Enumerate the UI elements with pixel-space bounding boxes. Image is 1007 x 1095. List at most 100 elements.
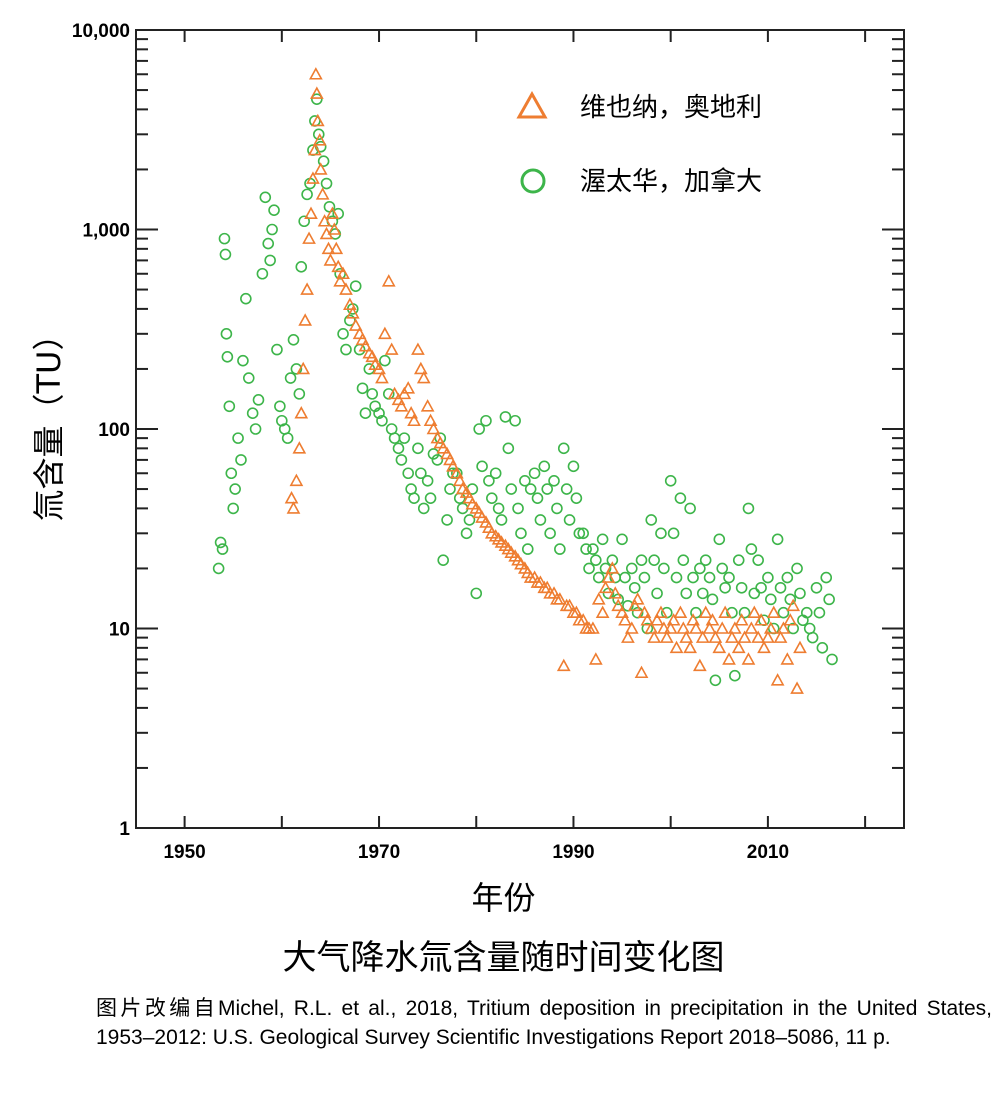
ottawa-point xyxy=(820,571,833,584)
vienna-point xyxy=(569,605,584,619)
ottawa-point xyxy=(225,467,238,480)
vienna-point xyxy=(686,613,700,626)
ottawa-point xyxy=(554,543,566,555)
ottawa-point xyxy=(684,502,696,515)
ottawa-point xyxy=(791,562,803,575)
ottawa-point xyxy=(515,527,527,540)
vienna-point xyxy=(323,253,338,266)
x-axis-label: 年份 xyxy=(471,879,536,917)
vienna-point xyxy=(679,630,694,643)
ottawa-point xyxy=(806,631,819,644)
ottawa-point xyxy=(774,581,787,594)
vienna-point xyxy=(722,652,736,665)
vienna-point xyxy=(304,206,318,220)
ottawa-point xyxy=(402,467,415,480)
ottawa-point xyxy=(755,581,767,594)
ottawa-point xyxy=(777,606,790,619)
y-tick-label: 10 xyxy=(109,620,130,641)
ottawa-point xyxy=(398,432,411,444)
ottawa-point xyxy=(619,571,631,584)
ottawa-point xyxy=(337,328,349,340)
ottawa-point xyxy=(706,593,719,606)
ottawa-point xyxy=(655,527,667,540)
ottawa-point xyxy=(560,483,573,495)
ottawa-point xyxy=(658,562,670,575)
ottawa-point xyxy=(716,562,729,575)
vienna-point xyxy=(355,332,370,346)
vienna-point xyxy=(692,658,707,672)
vienna-point xyxy=(611,598,626,612)
ottawa-point xyxy=(499,411,512,423)
vienna-point xyxy=(627,598,642,612)
vienna-point xyxy=(404,406,418,419)
ottawa-point xyxy=(823,593,835,606)
x-tick-label: 1950 xyxy=(163,842,205,863)
vienna-point xyxy=(588,652,603,665)
x-tick-label: 1970 xyxy=(358,842,400,863)
vienna-point xyxy=(292,441,307,454)
vienna-point xyxy=(411,342,425,355)
vienna-point xyxy=(615,605,629,619)
ottawa-point xyxy=(349,280,362,292)
ottawa-point xyxy=(616,533,628,546)
ottawa-point xyxy=(816,642,829,654)
vienna-point xyxy=(306,171,320,184)
ottawa-point xyxy=(534,514,547,526)
ottawa-point xyxy=(441,514,453,526)
ottawa-point xyxy=(437,554,450,566)
vienna-point xyxy=(327,222,342,235)
ottawa-point xyxy=(293,388,306,400)
ottawa-point xyxy=(590,554,602,566)
source-credit: 图片改编自Michel, R.L. et al., 2018, Tritium … xyxy=(96,997,992,1049)
ottawa-point xyxy=(268,204,280,216)
ottawa-point xyxy=(249,423,262,435)
vienna-point xyxy=(734,613,749,626)
ottawa-point xyxy=(781,571,794,584)
vienna-point xyxy=(426,421,441,435)
ottawa-point xyxy=(596,533,609,546)
ottawa-point xyxy=(670,571,683,584)
ottawa-point xyxy=(246,407,259,420)
vienna-point xyxy=(761,630,775,643)
ottawa-point xyxy=(628,581,641,594)
vienna-point xyxy=(298,313,313,326)
vienna-point xyxy=(705,613,720,626)
ottawa-point xyxy=(771,533,784,546)
vienna-point xyxy=(727,621,742,634)
vienna-point xyxy=(423,413,438,427)
ottawa-point xyxy=(359,407,372,420)
ottawa-point xyxy=(214,536,227,549)
vienna-point xyxy=(317,214,332,227)
ottawa-point xyxy=(748,587,761,600)
vienna-point xyxy=(348,318,363,331)
ottawa-point xyxy=(502,442,515,455)
vienna-point xyxy=(663,621,678,634)
ottawa-point xyxy=(221,351,234,363)
vienna-point xyxy=(702,621,717,634)
vienna-point xyxy=(533,575,548,588)
ottawa-point xyxy=(570,492,583,504)
vienna-point xyxy=(666,613,681,626)
vienna-point xyxy=(308,142,322,156)
ottawa-point xyxy=(765,593,777,606)
vienna-point xyxy=(325,206,340,220)
vienna-point xyxy=(754,613,768,626)
vienna-point xyxy=(372,361,386,375)
ottawa-point xyxy=(583,562,595,575)
ottawa-point xyxy=(606,554,619,566)
vienna-point xyxy=(659,630,674,643)
ottawa-point xyxy=(281,432,294,444)
vienna-point xyxy=(300,282,314,295)
vienna-point xyxy=(634,665,649,679)
ottawa-point xyxy=(463,514,476,526)
vienna-point xyxy=(605,561,620,574)
ottawa-point xyxy=(252,394,265,406)
ottawa-point xyxy=(631,606,644,619)
vienna-point xyxy=(315,187,330,200)
vienna-point xyxy=(381,274,396,287)
vienna-point xyxy=(302,231,316,244)
vienna-point xyxy=(331,259,346,273)
chart-svg: 1950 1970 1990 2010 1 10 100 1,000 10,000 维也纳，奥地… xyxy=(72,21,905,863)
axis-tick-labels: 1950 1970 1990 2010 1 10 100 1,000 10,000 xyxy=(72,21,789,863)
ottawa-point xyxy=(287,333,300,346)
